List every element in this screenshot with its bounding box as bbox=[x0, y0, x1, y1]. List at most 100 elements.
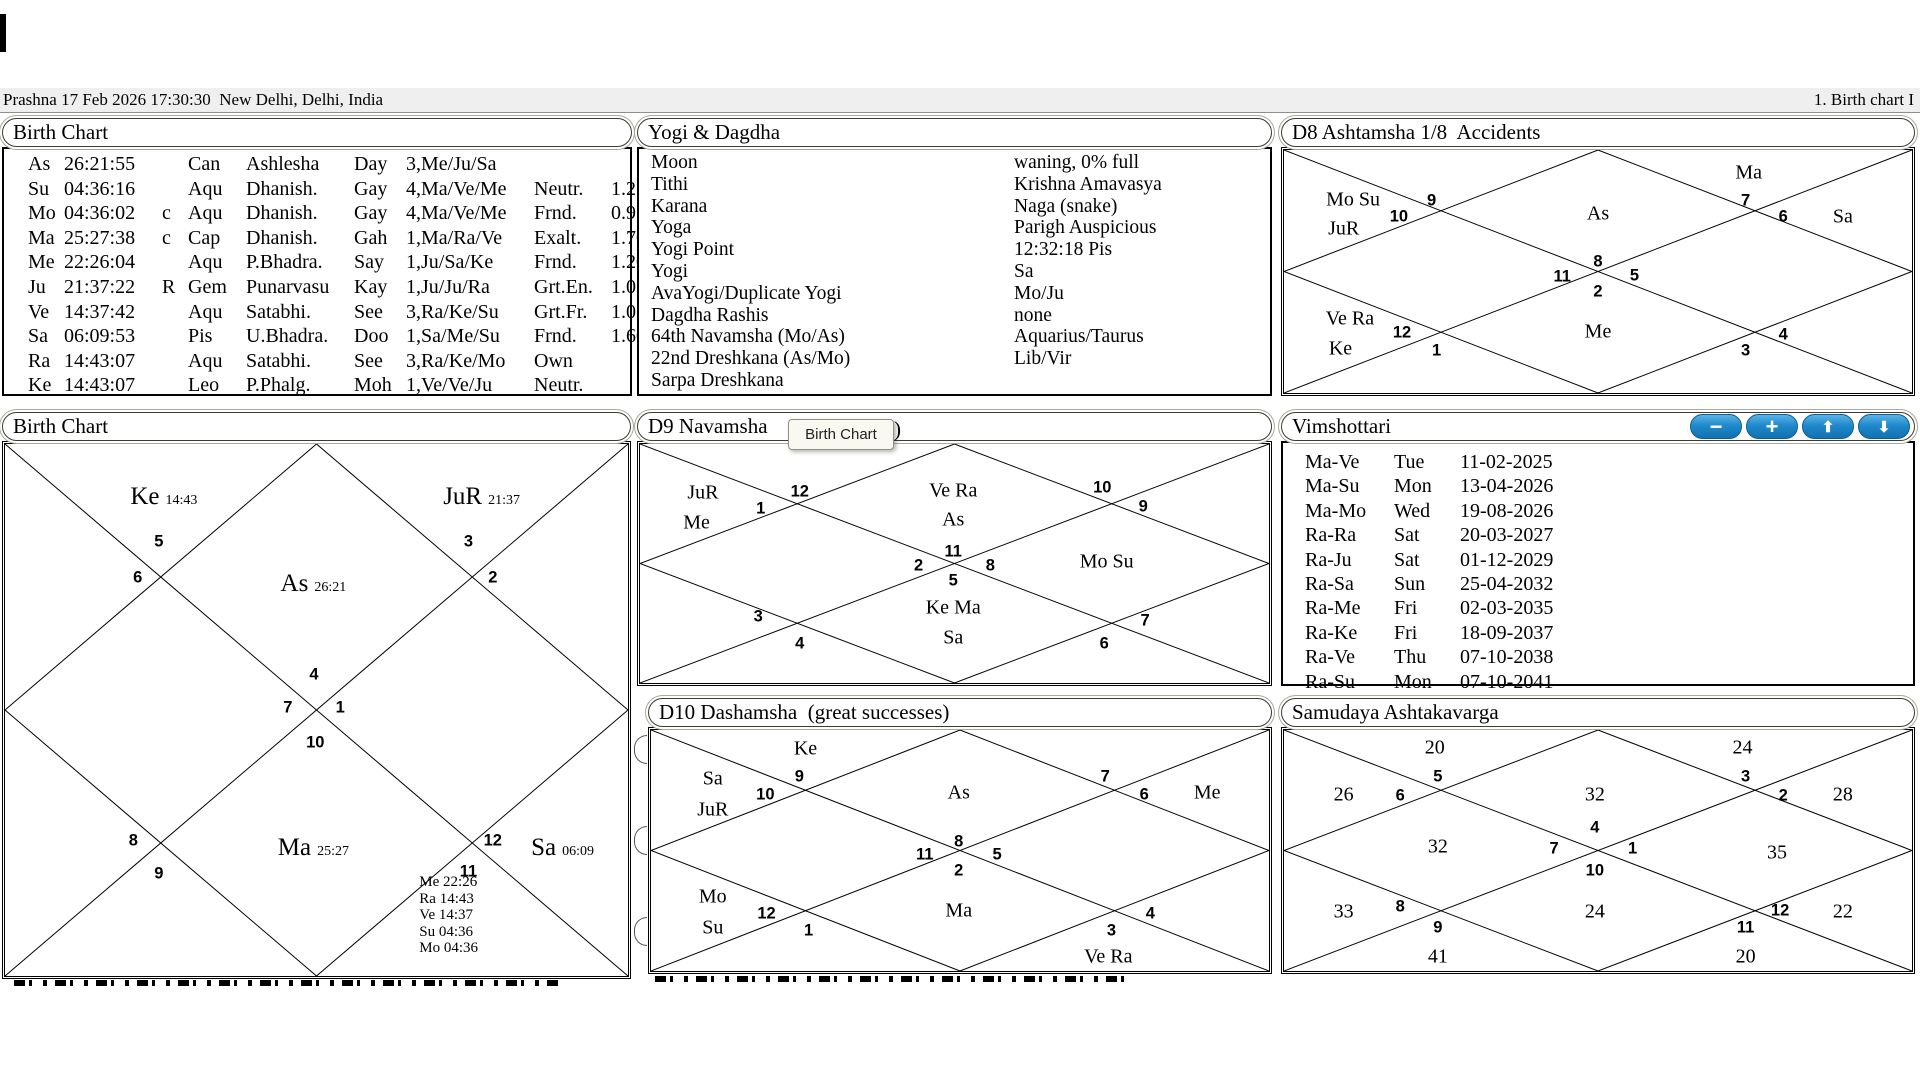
dasha-row[interactable]: Ma-Mo Wed 19-08-2026 bbox=[1283, 499, 1913, 523]
occluded-panel-edge bbox=[634, 826, 647, 855]
table-row: Me 22:26:04 Aqu P.Bhadra. Say 1,Ju/Sa/Ke Frnd.… bbox=[4, 250, 646, 275]
cell-karaka: Gah bbox=[354, 226, 388, 249]
list-item: Yoga Parigh Auspicious bbox=[639, 217, 1270, 239]
chart-lines bbox=[5, 444, 628, 976]
panel-title-text: D8 Ashtamsha 1/8 Accidents bbox=[1292, 120, 1541, 144]
house-number: 9 bbox=[1138, 497, 1148, 516]
planet-label: Su bbox=[702, 916, 724, 939]
dasha-row[interactable]: Ma-Su Mon 13-04-2026 bbox=[1283, 474, 1913, 498]
yogi-label: 64th Navamsha (Mo/As) bbox=[651, 326, 845, 348]
dasha-down-button[interactable]: ⬇ bbox=[1858, 414, 1910, 439]
yogi-label: Karana bbox=[651, 195, 708, 217]
ashtakavarga-score: 20 bbox=[1424, 736, 1445, 759]
dasha-period: Ra-Su bbox=[1305, 670, 1355, 693]
house-number: 2 bbox=[954, 861, 964, 880]
cell-dignity: Neutr. bbox=[534, 374, 584, 397]
chart-lines bbox=[1284, 150, 1912, 393]
cell-sign: Aqu bbox=[188, 202, 223, 225]
house-number: 1 bbox=[1627, 839, 1638, 858]
house-number: 2 bbox=[1593, 282, 1603, 301]
cell-planet: Ra bbox=[28, 349, 51, 372]
yogi-value: Lib/Vir bbox=[1014, 348, 1072, 370]
house-number: 10 bbox=[306, 733, 325, 752]
d9-north-indian-chart: JuR Me Ve Ra As Mo Su Ke Ma Sa 12 1 10 9 11 2 8 5 3 4 7 6 bbox=[640, 444, 1269, 683]
cell-longitude: 04:36:16 bbox=[64, 177, 136, 200]
dasha-row[interactable]: Ra-Ve Thu 07-10-2038 bbox=[1283, 645, 1913, 669]
planet-label: Sa 06:09 bbox=[531, 834, 595, 861]
house-number: 5 bbox=[992, 845, 1002, 864]
samudaya-chart-panel: 20 24 26 32 28 32 35 33 24 22 41 20 5 6 3 2 4 7 1 10 8 9 12 11 bbox=[1281, 727, 1915, 974]
status-chart-name: 1. Birth chart I bbox=[1813, 90, 1914, 109]
house-number: 5 bbox=[154, 532, 164, 551]
dasha-weekday: Thu bbox=[1394, 646, 1427, 669]
yogi-label: Yoga bbox=[651, 217, 692, 239]
cell-nakshatra: Dhanish. bbox=[246, 226, 318, 249]
planet-label: Ma bbox=[1735, 161, 1763, 184]
cell-longitude: 14:43:07 bbox=[64, 349, 136, 372]
planet-label: Sa bbox=[1832, 205, 1853, 228]
planet-label: As bbox=[947, 781, 970, 804]
planet-label: Me bbox=[1193, 781, 1221, 804]
cell-karaka: Kay bbox=[354, 275, 388, 298]
list-item: Yogi Point 12:32:18 Pis bbox=[639, 239, 1270, 261]
cell-dignity: Exalt. bbox=[534, 226, 582, 249]
planet-degree-item: Mo 04:36 bbox=[419, 940, 479, 957]
dasha-row[interactable]: Ra-Ke Fri 18-09-2037 bbox=[1283, 621, 1913, 645]
dasha-expand-button[interactable]: + bbox=[1746, 414, 1798, 439]
ashtakavarga-score: 24 bbox=[1584, 900, 1605, 923]
cell-sign: Pis bbox=[188, 325, 213, 348]
dasha-period: Ma-Ve bbox=[1305, 451, 1360, 473]
table-row: Ma 25:27:38 c Cap Dhanish. Gah 1,Ma/Ra/Ve Exalt… bbox=[4, 226, 646, 251]
cell-flag bbox=[162, 177, 188, 202]
dasha-row[interactable]: Ra-Sa Sun 25-04-2032 bbox=[1283, 572, 1913, 596]
panel-title-samudaya: Samudaya Ashtakavarga bbox=[1281, 698, 1915, 727]
yogi-label: Yogi Point bbox=[651, 239, 735, 261]
ashtakavarga-score: 33 bbox=[1333, 900, 1354, 923]
house-number: 1 bbox=[803, 921, 814, 940]
cell-flag bbox=[162, 300, 188, 325]
planet-label: Ke bbox=[793, 737, 818, 760]
cell-karaka: Gay bbox=[354, 202, 388, 225]
house-number: 2 bbox=[914, 556, 924, 575]
dasha-weekday: Sat bbox=[1394, 524, 1420, 547]
yogi-label: Dagdha Rashis bbox=[651, 304, 769, 326]
planet-label: Mo Su bbox=[1326, 188, 1381, 211]
cell-nakshatra: U.Bhadra. bbox=[246, 325, 329, 348]
cell-flag: c bbox=[162, 226, 171, 249]
birth-chart-panel: Ke 14:43 JuR 21:37 As 26:21 Ma 25:27 Sa 06:09 5 6 3 2… bbox=[2, 441, 631, 979]
house-number: 3 bbox=[1106, 921, 1116, 940]
vimshottari-table: Ma-Ve Tue 11-02-2025 Ma-Su Mon 13-04-2026 Ma-M… bbox=[1283, 443, 1913, 694]
cell-planet: As bbox=[28, 153, 51, 175]
d10-chart-panel: Ke Sa JuR As Me Ma Mo Su Ve Ra 9 10 7 6 8 11 5 2 12 1 4 3 bbox=[648, 727, 1272, 974]
dasha-row[interactable]: Ma-Ve Tue 11-02-2025 bbox=[1283, 450, 1913, 474]
yogi-label: 22nd Dreshkana (As/Mo) bbox=[651, 348, 851, 370]
planet-degree: 06:09 bbox=[562, 844, 595, 860]
dasha-start-date: 18-09-2037 bbox=[1460, 621, 1554, 644]
status-cast-info: Prashna 17 Feb 2026 17:30:30 New Delhi, … bbox=[3, 90, 384, 109]
cell-flag bbox=[162, 152, 188, 177]
dasha-row[interactable]: Ra-Ju Sat 01-12-2029 bbox=[1283, 548, 1913, 572]
cell-nakshatra: P.Phalg. bbox=[246, 374, 311, 397]
panel-title-birth-chart: Birth Chart bbox=[2, 412, 631, 441]
cell-lords: 3,Me/Ju/Sa bbox=[406, 153, 497, 175]
dasha-up-button[interactable]: ⬆ bbox=[1802, 414, 1854, 439]
dasha-contract-button[interactable]: − bbox=[1690, 414, 1742, 439]
house-number: 10 bbox=[1093, 478, 1112, 497]
house-number: 5 bbox=[1629, 266, 1640, 285]
house-number: 7 bbox=[1100, 767, 1110, 786]
cell-nakshatra: Satabhi. bbox=[246, 349, 311, 372]
cell-lords: 1,Ju/Ju/Ra bbox=[406, 275, 490, 298]
dasha-row[interactable]: Ra-Me Fri 02-03-2035 bbox=[1283, 596, 1913, 620]
planet-name: As bbox=[280, 569, 309, 597]
house-number: 6 bbox=[1778, 207, 1788, 226]
panel-title-d10: D10 Dashamsha (great successes) bbox=[648, 698, 1272, 727]
cell-flag bbox=[162, 250, 188, 275]
list-item: Sarpa Dreshkana bbox=[639, 370, 1270, 392]
cell-flag: c bbox=[162, 202, 171, 225]
ashtakavarga-score: 41 bbox=[1427, 945, 1448, 968]
house-number: 8 bbox=[1593, 252, 1603, 271]
dasha-row[interactable]: Ra-Ra Sat 20-03-2027 bbox=[1283, 523, 1913, 547]
dasha-row[interactable]: Ra-Su Mon 07-10-2041 bbox=[1283, 670, 1913, 694]
yogi-value: Naga (snake) bbox=[1014, 195, 1118, 217]
d8-chart-panel: Mo Su JuR As Ma Sa Me Ve Ra Ke 9 10 7 6 8 11 5 2 12 1 4 3 bbox=[1281, 147, 1915, 396]
